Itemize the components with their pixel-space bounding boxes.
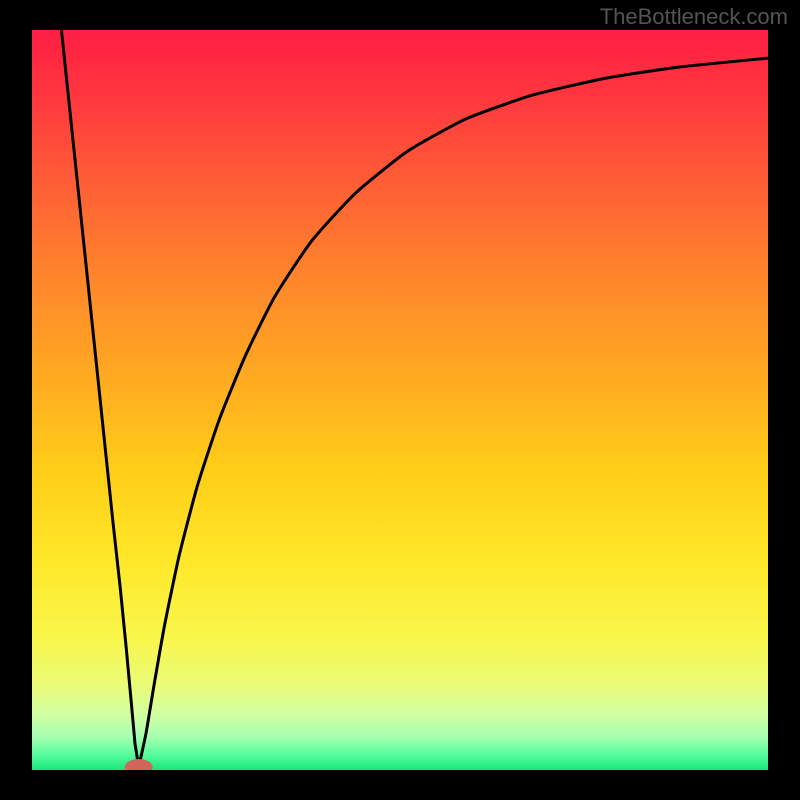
plot-area bbox=[32, 30, 768, 770]
chart-frame: TheBottleneck.com bbox=[0, 0, 800, 800]
bottleneck-chart bbox=[32, 30, 768, 770]
gradient-background bbox=[32, 30, 768, 770]
watermark-text: TheBottleneck.com bbox=[600, 4, 788, 30]
